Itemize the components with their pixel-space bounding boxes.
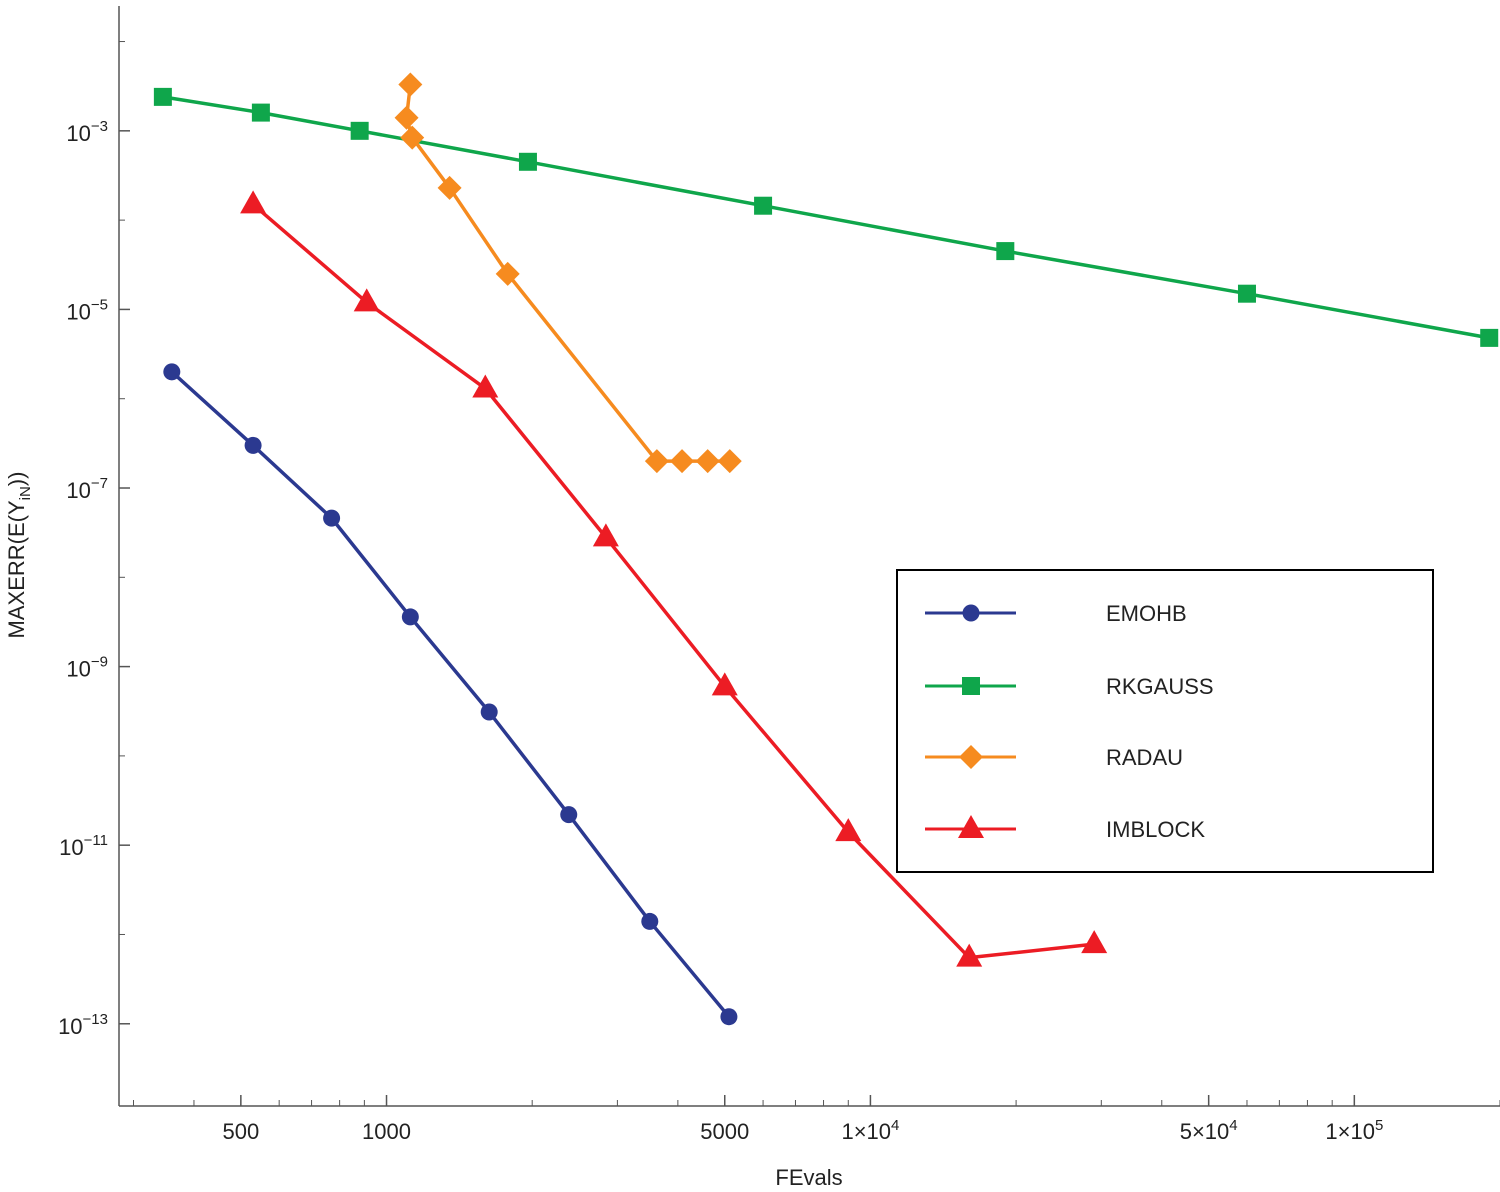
data-point-rkgauss [996,242,1015,261]
y-axis-title: MAXERR(E(YiN)) [4,472,34,639]
data-point-radau [398,72,423,97]
legend-label-radau: RADAU [1106,745,1183,770]
data-point-radau [394,105,419,130]
data-point-imblock [240,190,267,214]
x-tick-label: 1000 [362,1119,411,1144]
series-lines [162,84,1490,1018]
data-point-imblock [711,672,738,696]
data-point-imblock [956,943,983,967]
data-point-imblock [353,288,380,312]
x-tick-label: 1×105 [1325,1117,1383,1144]
x-tick-label: 5000 [700,1119,749,1144]
legend-label-emohb: EMOHB [1106,601,1187,626]
y-axis-title-end: )) [4,472,29,487]
data-point-radau [695,449,720,474]
data-point-imblock [835,818,862,842]
data-point-rkgauss [251,103,270,122]
data-point-emohb [480,703,498,721]
data-point-imblock [1081,930,1108,954]
data-point-emohb [244,436,262,454]
legend-marker-radau [959,745,983,769]
data-point-rkgauss [1480,328,1499,347]
data-point-rkgauss [350,121,369,140]
y-tick-label: 10−13 [58,1011,108,1039]
data-point-radau [717,449,742,474]
legend-box [896,569,1434,873]
data-point-radau [400,125,425,150]
data-point-radau [437,175,462,200]
data-point-radau [670,449,695,474]
x-tick-label: 500 [222,1119,259,1144]
y-tick-label: 10−7 [66,475,108,503]
data-point-rkgauss [518,152,537,171]
series-line-emohb [170,370,731,1018]
legend-marker-rkgauss [962,677,980,695]
y-tick-label: 10−3 [66,118,108,146]
legend-marker-imblock [958,815,984,838]
y-tick-label: 10−5 [66,296,108,324]
data-point-emohb [641,912,659,930]
data-point-imblock [592,523,619,547]
data-point-emohb [163,363,181,381]
data-point-radau [644,449,669,474]
legend: EMOHB RKGAUSS RADAU IMBLOCK [896,569,1434,873]
data-point-emohb [720,1008,738,1026]
data-point-rkgauss [1237,284,1256,303]
y-tick-label: 10−9 [66,654,108,682]
data-point-rkgauss [754,196,773,215]
data-point-rkgauss [153,87,172,106]
x-axis-title: FEvals [775,1165,842,1190]
y-tick-label: 10−11 [59,832,108,860]
tick-labels: 500 1000 5000 1×104 5×104 1×105 10−3 10−5 10−7 10… [58,118,1383,1144]
data-point-emohb [401,608,419,626]
data-point-emohb [560,806,578,824]
axes [118,6,1500,1107]
series-line-rkgauss [162,95,1490,340]
y-axis-title-subscript: iN [17,486,34,500]
legend-label-rkgauss: RKGAUSS [1106,674,1214,699]
legend-marker-emohb [962,604,980,622]
series-line-radau [404,84,730,463]
major-ticks [119,130,1356,1106]
data-point-radau [495,261,520,286]
data-point-emohb [323,509,341,527]
x-tick-label: 1×104 [841,1117,899,1144]
x-tick-label: 5×104 [1180,1117,1238,1144]
legend-label-imblock: IMBLOCK [1106,817,1205,842]
series-line-imblock [251,203,1095,960]
data-point-imblock [472,374,499,398]
series-markers [153,72,1499,1026]
